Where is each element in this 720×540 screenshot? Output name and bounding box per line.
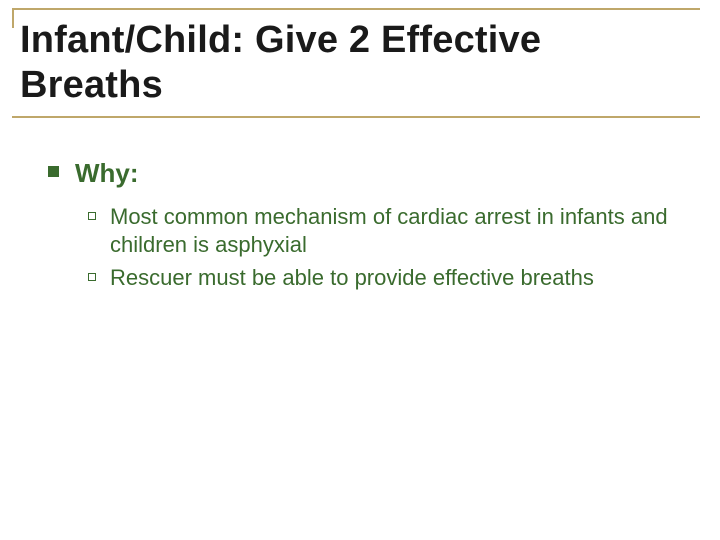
- top-rule: [12, 8, 700, 10]
- list-item-text: Most common mechanism of cardiac arrest …: [110, 203, 680, 258]
- hollow-square-bullet-icon: [88, 273, 96, 281]
- top-rule-tick: [12, 8, 14, 28]
- slide-body: Why: Most common mechanism of cardiac ar…: [48, 158, 680, 298]
- hollow-square-bullet-icon: [88, 212, 96, 220]
- list-item: Most common mechanism of cardiac arrest …: [88, 203, 680, 258]
- title-underline: [12, 116, 700, 118]
- slide-title: Infant/Child: Give 2 Effective Breaths: [20, 18, 680, 108]
- list-item-text: Rescuer must be able to provide effectiv…: [110, 264, 594, 292]
- slide: Infant/Child: Give 2 Effective Breaths W…: [0, 0, 720, 540]
- list-item: Rescuer must be able to provide effectiv…: [88, 264, 680, 292]
- level2-list: Most common mechanism of cardiac arrest …: [88, 203, 680, 292]
- level1-heading: Why:: [75, 158, 139, 189]
- square-bullet-icon: [48, 166, 59, 177]
- bullet-level1: Why:: [48, 158, 680, 189]
